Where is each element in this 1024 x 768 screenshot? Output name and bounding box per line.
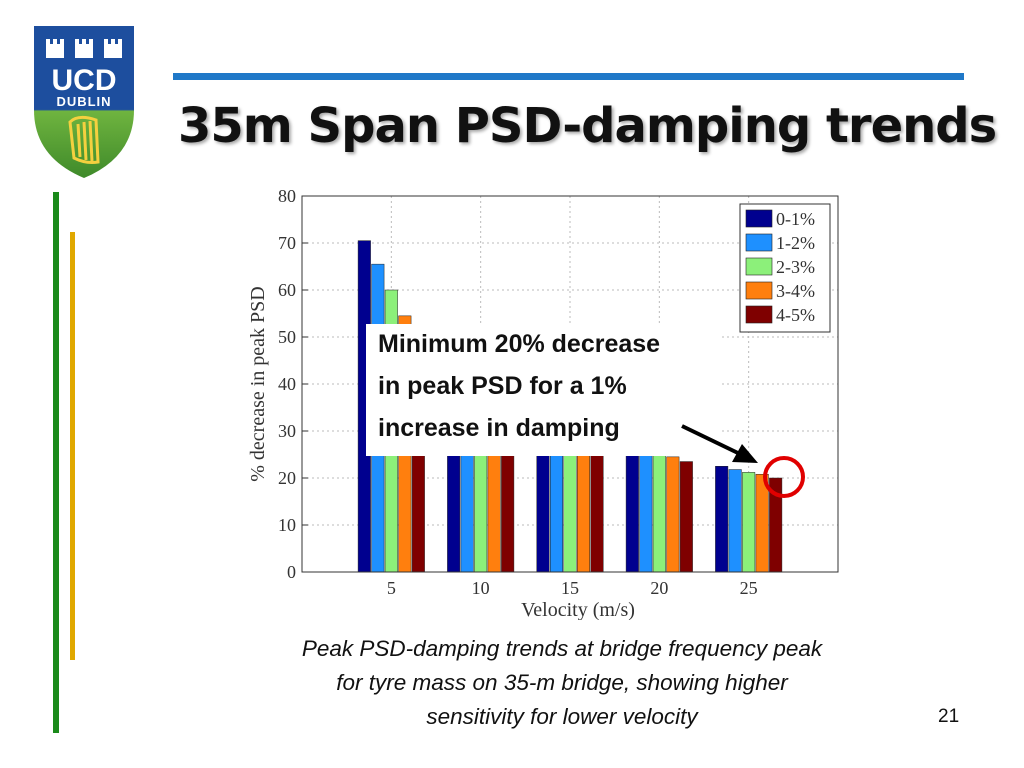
- bar-4-5pct-v25: [769, 477, 783, 573]
- y-tick-label: 40: [278, 374, 296, 394]
- bar-2-3pct-v25: [742, 472, 756, 573]
- legend-swatch: [745, 233, 773, 252]
- x-tick-label: 15: [561, 578, 579, 598]
- bar-4-5pct-v5: [411, 454, 425, 573]
- x-tick-labels: 5 10 15 20 25: [387, 578, 758, 598]
- chart-bars: [357, 240, 783, 573]
- legend-label: 4-5%: [776, 305, 815, 325]
- legend-label: 0-1%: [776, 209, 815, 229]
- callout-line-3: increase in damping: [378, 414, 620, 442]
- chart-legend: 0-1% 1-2% 2-3% 3-4% 4-5%: [739, 203, 831, 333]
- title-rule: [173, 73, 964, 80]
- bar-1-2pct-v20: [639, 454, 653, 573]
- figure-caption: Peak PSD-damping trends at bridge freque…: [250, 632, 874, 734]
- callout-line-1: Minimum 20% decrease: [378, 330, 661, 358]
- legend-label: 3-4%: [776, 281, 815, 301]
- y-tick-label: 20: [278, 468, 296, 488]
- legend-swatch: [745, 257, 773, 276]
- bar-4-5pct-v10: [501, 454, 515, 573]
- y-tick-label: 0: [287, 562, 296, 582]
- bar-1-2pct-v25: [728, 469, 742, 573]
- bar-0-1pct-v25: [715, 466, 729, 573]
- bar-3-4pct-v20: [666, 456, 680, 573]
- accent-bar-gold: [70, 232, 75, 660]
- y-tick-labels: 0 10 20 30 40 50 60 70 80: [278, 186, 296, 582]
- logo-dublin-text: DUBLIN: [56, 94, 111, 109]
- bar-2-3pct-v10: [474, 454, 488, 573]
- x-axis-label: Velocity (m/s): [521, 599, 635, 620]
- legend-label: 1-2%: [776, 233, 815, 253]
- caption-line-3: sensitivity for lower velocity: [426, 704, 698, 729]
- caption-line-2: for tyre mass on 35-m bridge, showing hi…: [336, 670, 788, 695]
- x-tick-label: 10: [472, 578, 490, 598]
- plot-frame: [301, 195, 839, 573]
- y-tick-label: 80: [278, 186, 296, 206]
- y-tick-label: 10: [278, 515, 296, 535]
- accent-bar-green: [53, 192, 59, 733]
- bar-0-1pct-v15: [536, 454, 550, 573]
- psd-bar-chart: 0 10 20 30 40 50 60 70 80 5 10 15 20 25 Velocity (m/…: [247, 186, 839, 620]
- legend-swatch: [745, 305, 773, 324]
- page-number: 21: [938, 706, 960, 727]
- bar-1-2pct-v10: [460, 454, 474, 573]
- bar-1-2pct-v15: [550, 454, 563, 573]
- callout-line-2: in peak PSD for a 1%: [378, 372, 627, 400]
- bar-4-5pct-v15: [590, 454, 604, 573]
- callout-box: [366, 324, 722, 456]
- y-tick-label: 60: [278, 280, 296, 300]
- bar-3-4pct-v15: [577, 454, 590, 573]
- x-tick-label: 5: [387, 578, 396, 598]
- bar-2-3pct-v15: [563, 454, 577, 573]
- bar-0-1pct-v10: [447, 454, 461, 573]
- slide-title: 35m Span PSD-damping trends: [178, 98, 997, 154]
- legend-label: 2-3%: [776, 257, 815, 277]
- y-tick-label: 50: [278, 327, 296, 347]
- y-tick-label: 30: [278, 421, 296, 441]
- bar-2-3pct-v20: [652, 454, 666, 573]
- y-axis-label: % decrease in peak PSD: [247, 286, 269, 482]
- legend-swatch: [745, 209, 773, 228]
- ucd-logo: UCD DUBLIN: [34, 26, 134, 178]
- y-tick-label: 70: [278, 233, 296, 253]
- harp-icon: [68, 115, 100, 164]
- legend-swatch: [745, 281, 773, 300]
- bar-4-5pct-v20: [679, 461, 693, 573]
- caption-line-1: Peak PSD-damping trends at bridge freque…: [301, 636, 823, 661]
- bar-0-1pct-v20: [625, 454, 639, 573]
- bar-3-4pct-v25: [755, 473, 769, 573]
- x-tick-label: 25: [740, 578, 758, 598]
- x-tick-label: 20: [650, 578, 668, 598]
- logo-ucd-text: UCD: [52, 64, 117, 97]
- bar-3-4pct-v10: [487, 454, 501, 573]
